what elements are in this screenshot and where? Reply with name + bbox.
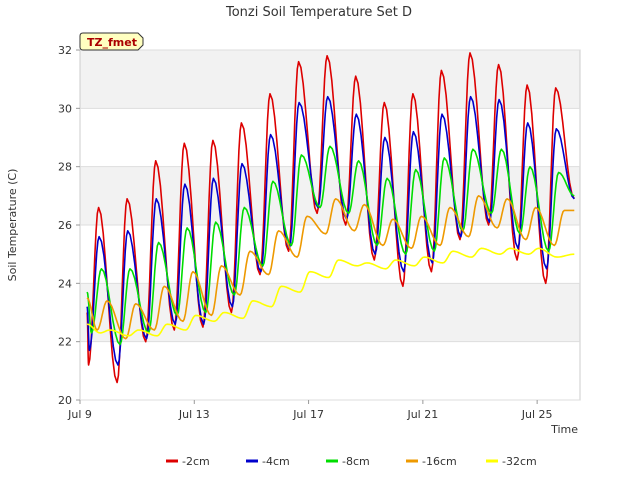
x-tick-label: Jul 25 bbox=[521, 408, 553, 421]
legend-label: -8cm bbox=[342, 455, 370, 468]
site-badge: TZ_fmet bbox=[79, 32, 144, 51]
legend-label: -4cm bbox=[262, 455, 290, 468]
series-line-minus-32cm bbox=[86, 247, 575, 337]
legend-label: -2cm bbox=[182, 455, 210, 468]
site-badge-label: TZ_fmet bbox=[87, 36, 137, 49]
x-tick-label: Jul 13 bbox=[178, 408, 210, 421]
x-tick-label: Jul 9 bbox=[67, 408, 92, 421]
x-tick-label: Jul 17 bbox=[292, 408, 324, 421]
x-tick-label: Jul 21 bbox=[406, 408, 438, 421]
y-axis-label: Soil Temperature (C) bbox=[6, 169, 19, 282]
x-axis-ticks: Jul 9 Jul 13 Jul 17 Jul 21 Jul 25 bbox=[67, 400, 553, 421]
y-tick-label: 20 bbox=[58, 394, 72, 407]
y-tick-label: 24 bbox=[58, 277, 72, 290]
y-tick-label: 26 bbox=[58, 219, 72, 232]
legend-label: -16cm bbox=[422, 455, 457, 468]
legend-label: -32cm bbox=[502, 455, 537, 468]
y-tick-label: 30 bbox=[58, 102, 72, 115]
series-line-minus-8cm bbox=[86, 145, 575, 346]
site-badge-box bbox=[79, 32, 144, 51]
y-tick-label: 22 bbox=[58, 336, 72, 349]
legend: -2cm -4cm -8cm -16cm -32cm bbox=[166, 455, 537, 468]
series-lines bbox=[86, 52, 576, 384]
y-tick-label: 32 bbox=[58, 44, 72, 57]
series-line-minus-16cm bbox=[86, 195, 575, 340]
x-axis-label: Time bbox=[550, 423, 578, 436]
band-0 bbox=[80, 283, 580, 342]
chart-title: Tonzi Soil Temperature Set D bbox=[225, 5, 412, 20]
y-tick-label: 28 bbox=[58, 161, 72, 174]
